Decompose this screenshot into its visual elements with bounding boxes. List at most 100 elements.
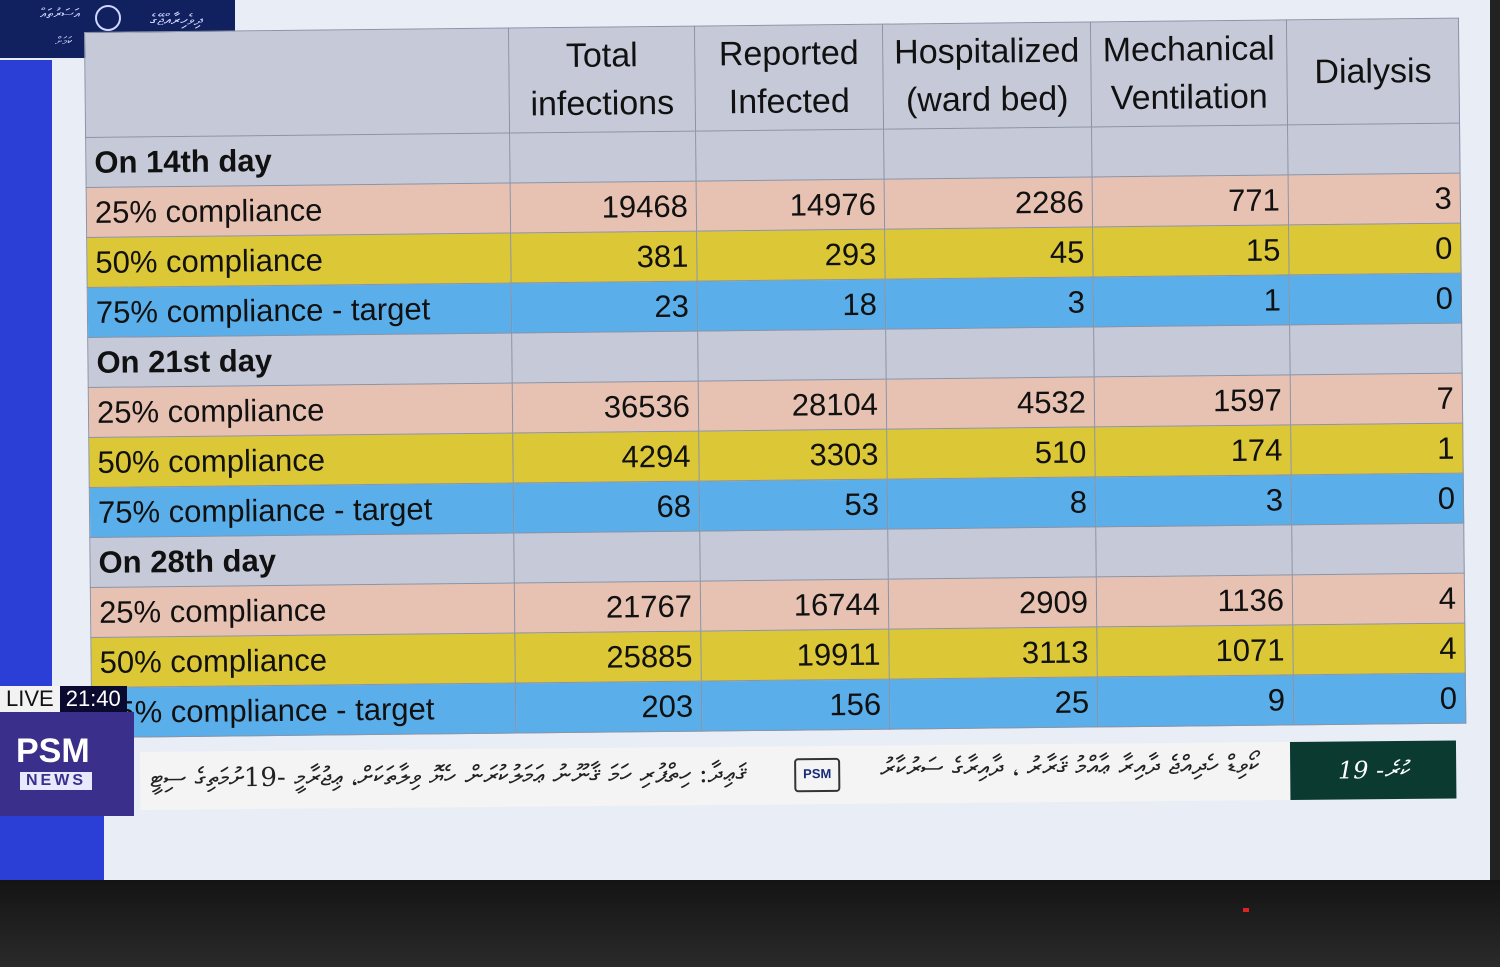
header-line: (ward bed) bbox=[905, 79, 1069, 120]
header-total-infections: Total infections bbox=[508, 26, 696, 134]
table-cell: 0 bbox=[1293, 673, 1466, 725]
row-label: 75% compliance - target bbox=[87, 283, 512, 338]
live-badge: LIVE 21:40 bbox=[0, 686, 127, 712]
table-cell: 1 bbox=[1093, 274, 1290, 327]
ticker-text-2: ކޯވިޑް ހެދިއްޖެ ދާއިރާ ޢާއްމު ޤަރާރު ، ދ… bbox=[880, 750, 1260, 784]
row-label: 25% compliance bbox=[86, 183, 511, 238]
table-body: On 14th day 25% compliance 19468 14976 2286 7… bbox=[85, 123, 1466, 738]
table-cell: 15 bbox=[1092, 224, 1290, 277]
table-cell: 14976 bbox=[696, 179, 885, 232]
table-cell: 156 bbox=[701, 679, 890, 732]
table-cell: 0 bbox=[1288, 223, 1462, 275]
table-cell: 4294 bbox=[512, 431, 700, 484]
logo-text-right: ދިވެހިރާއްޖޭގެ bbox=[150, 10, 203, 29]
news-ticker: ޤަޢިދާ: ހިތްޕުރި ހަމަ ޤާނޫނު ޢަމަލުކުރަނ… bbox=[140, 740, 1457, 810]
section-empty-cell bbox=[1091, 124, 1289, 177]
table-cell: 25885 bbox=[514, 631, 702, 684]
section-empty-cell bbox=[699, 529, 889, 582]
table-cell: 381 bbox=[510, 231, 698, 284]
table-cell: 1597 bbox=[1094, 374, 1291, 427]
table-cell: 8 bbox=[887, 476, 1096, 530]
section-empty-cell bbox=[887, 526, 1097, 580]
table-cell: 4532 bbox=[886, 376, 1095, 430]
table-cell: 23 bbox=[511, 281, 698, 334]
table-cell: 0 bbox=[1289, 273, 1462, 325]
header-hospitalized: Hospitalized (ward bed) bbox=[882, 21, 1092, 130]
table-cell: 28104 bbox=[698, 379, 887, 432]
projection-table: Total infections Reported Infected Hospi… bbox=[84, 18, 1466, 738]
row-label: 75% compliance - target bbox=[89, 483, 514, 538]
table-cell: 3 bbox=[1288, 173, 1461, 225]
header-line: Ventilation bbox=[1110, 77, 1268, 118]
row-label: 25% compliance bbox=[90, 583, 515, 638]
table-cell: 4 bbox=[1292, 623, 1466, 675]
table-cell: 3 bbox=[1095, 474, 1292, 527]
table-cell: 2286 bbox=[884, 176, 1093, 230]
header-blank-cell bbox=[84, 28, 510, 138]
row-label: 75% compliance - target bbox=[91, 683, 516, 738]
header-line: Hospitalized bbox=[893, 31, 1080, 72]
ticker-date: 19 -ކުރެ bbox=[1289, 740, 1457, 800]
section-empty-cell bbox=[1291, 523, 1465, 575]
header-line: Dialysis bbox=[1314, 51, 1432, 92]
section-empty-cell bbox=[509, 131, 697, 184]
table-cell: 174 bbox=[1094, 424, 1292, 477]
section-empty-cell bbox=[1289, 323, 1463, 375]
tv-screen: އަސަރުތައް ދިވެހިރާއްޖޭގެ ކަމަށް Total i… bbox=[0, 0, 1490, 890]
table-cell: 2909 bbox=[888, 576, 1097, 630]
table-cell: 36536 bbox=[512, 381, 699, 434]
section-empty-cell bbox=[511, 331, 699, 384]
hexagon-heartbeat-icon bbox=[95, 5, 121, 31]
table-cell: 3 bbox=[885, 276, 1094, 330]
table-cell: 19911 bbox=[700, 629, 890, 682]
power-led-icon bbox=[1243, 908, 1249, 912]
section-empty-cell bbox=[695, 129, 885, 182]
header-mechanical-ventilation: Mechanical Ventilation bbox=[1090, 19, 1288, 127]
table-cell: 25 bbox=[889, 676, 1098, 730]
ticker-text: ޤަޢިދާ: ހިތްޕުރި ހަމަ ޤާނޫނު ޢަމަލުކުރަނ… bbox=[150, 758, 748, 794]
tv-bezel bbox=[0, 880, 1500, 967]
section-empty-cell bbox=[1287, 123, 1461, 175]
header-line: Mechanical bbox=[1102, 29, 1275, 70]
broadcast-time: 21:40 bbox=[59, 686, 127, 712]
section-empty-cell bbox=[883, 126, 1093, 180]
header-dialysis: Dialysis bbox=[1286, 18, 1460, 125]
table-cell: 19468 bbox=[510, 181, 697, 234]
row-label: 25% compliance bbox=[88, 383, 513, 438]
table-cell: 4 bbox=[1292, 573, 1465, 625]
section-title: On 21st day bbox=[87, 333, 513, 388]
section-empty-cell bbox=[513, 531, 701, 584]
table-cell: 3113 bbox=[888, 626, 1098, 680]
live-label: LIVE bbox=[0, 686, 60, 712]
section-title: On 14th day bbox=[85, 133, 511, 188]
table-cell: 21767 bbox=[514, 581, 701, 634]
table-cell: 0 bbox=[1291, 473, 1464, 525]
row-label: 50% compliance bbox=[90, 633, 516, 688]
projection-table-wrap: Total infections Reported Infected Hospi… bbox=[84, 18, 1466, 738]
header-row: Total infections Reported Infected Hospi… bbox=[84, 18, 1460, 138]
channel-logo: PSM NEWS bbox=[0, 712, 134, 816]
table-cell: 771 bbox=[1092, 174, 1289, 227]
channel-logo-sub: NEWS bbox=[20, 772, 92, 790]
table-cell: 45 bbox=[884, 226, 1094, 280]
table-cell: 68 bbox=[513, 481, 700, 534]
table-cell: 1 bbox=[1290, 423, 1464, 475]
table-cell: 1136 bbox=[1096, 574, 1293, 627]
section-empty-cell bbox=[697, 329, 887, 382]
table-cell: 293 bbox=[696, 229, 886, 282]
row-label: 50% compliance bbox=[86, 233, 512, 288]
section-empty-cell bbox=[1095, 524, 1293, 577]
table-cell: 53 bbox=[699, 479, 888, 532]
header-line: Reported bbox=[718, 33, 859, 74]
channel-logo-text: PSM bbox=[16, 732, 90, 770]
table-cell: 1071 bbox=[1096, 624, 1294, 677]
row-label: 50% compliance bbox=[88, 433, 514, 488]
section-title: On 28th day bbox=[89, 533, 515, 588]
table-cell: 9 bbox=[1097, 674, 1294, 727]
table-cell: 510 bbox=[886, 426, 1096, 480]
section-empty-cell bbox=[885, 326, 1095, 380]
header-line: Infected bbox=[728, 81, 850, 122]
table-cell: 203 bbox=[515, 681, 702, 734]
logo-text-bottom: ކަމަށް bbox=[55, 34, 73, 48]
header-line: Total bbox=[565, 36, 638, 75]
